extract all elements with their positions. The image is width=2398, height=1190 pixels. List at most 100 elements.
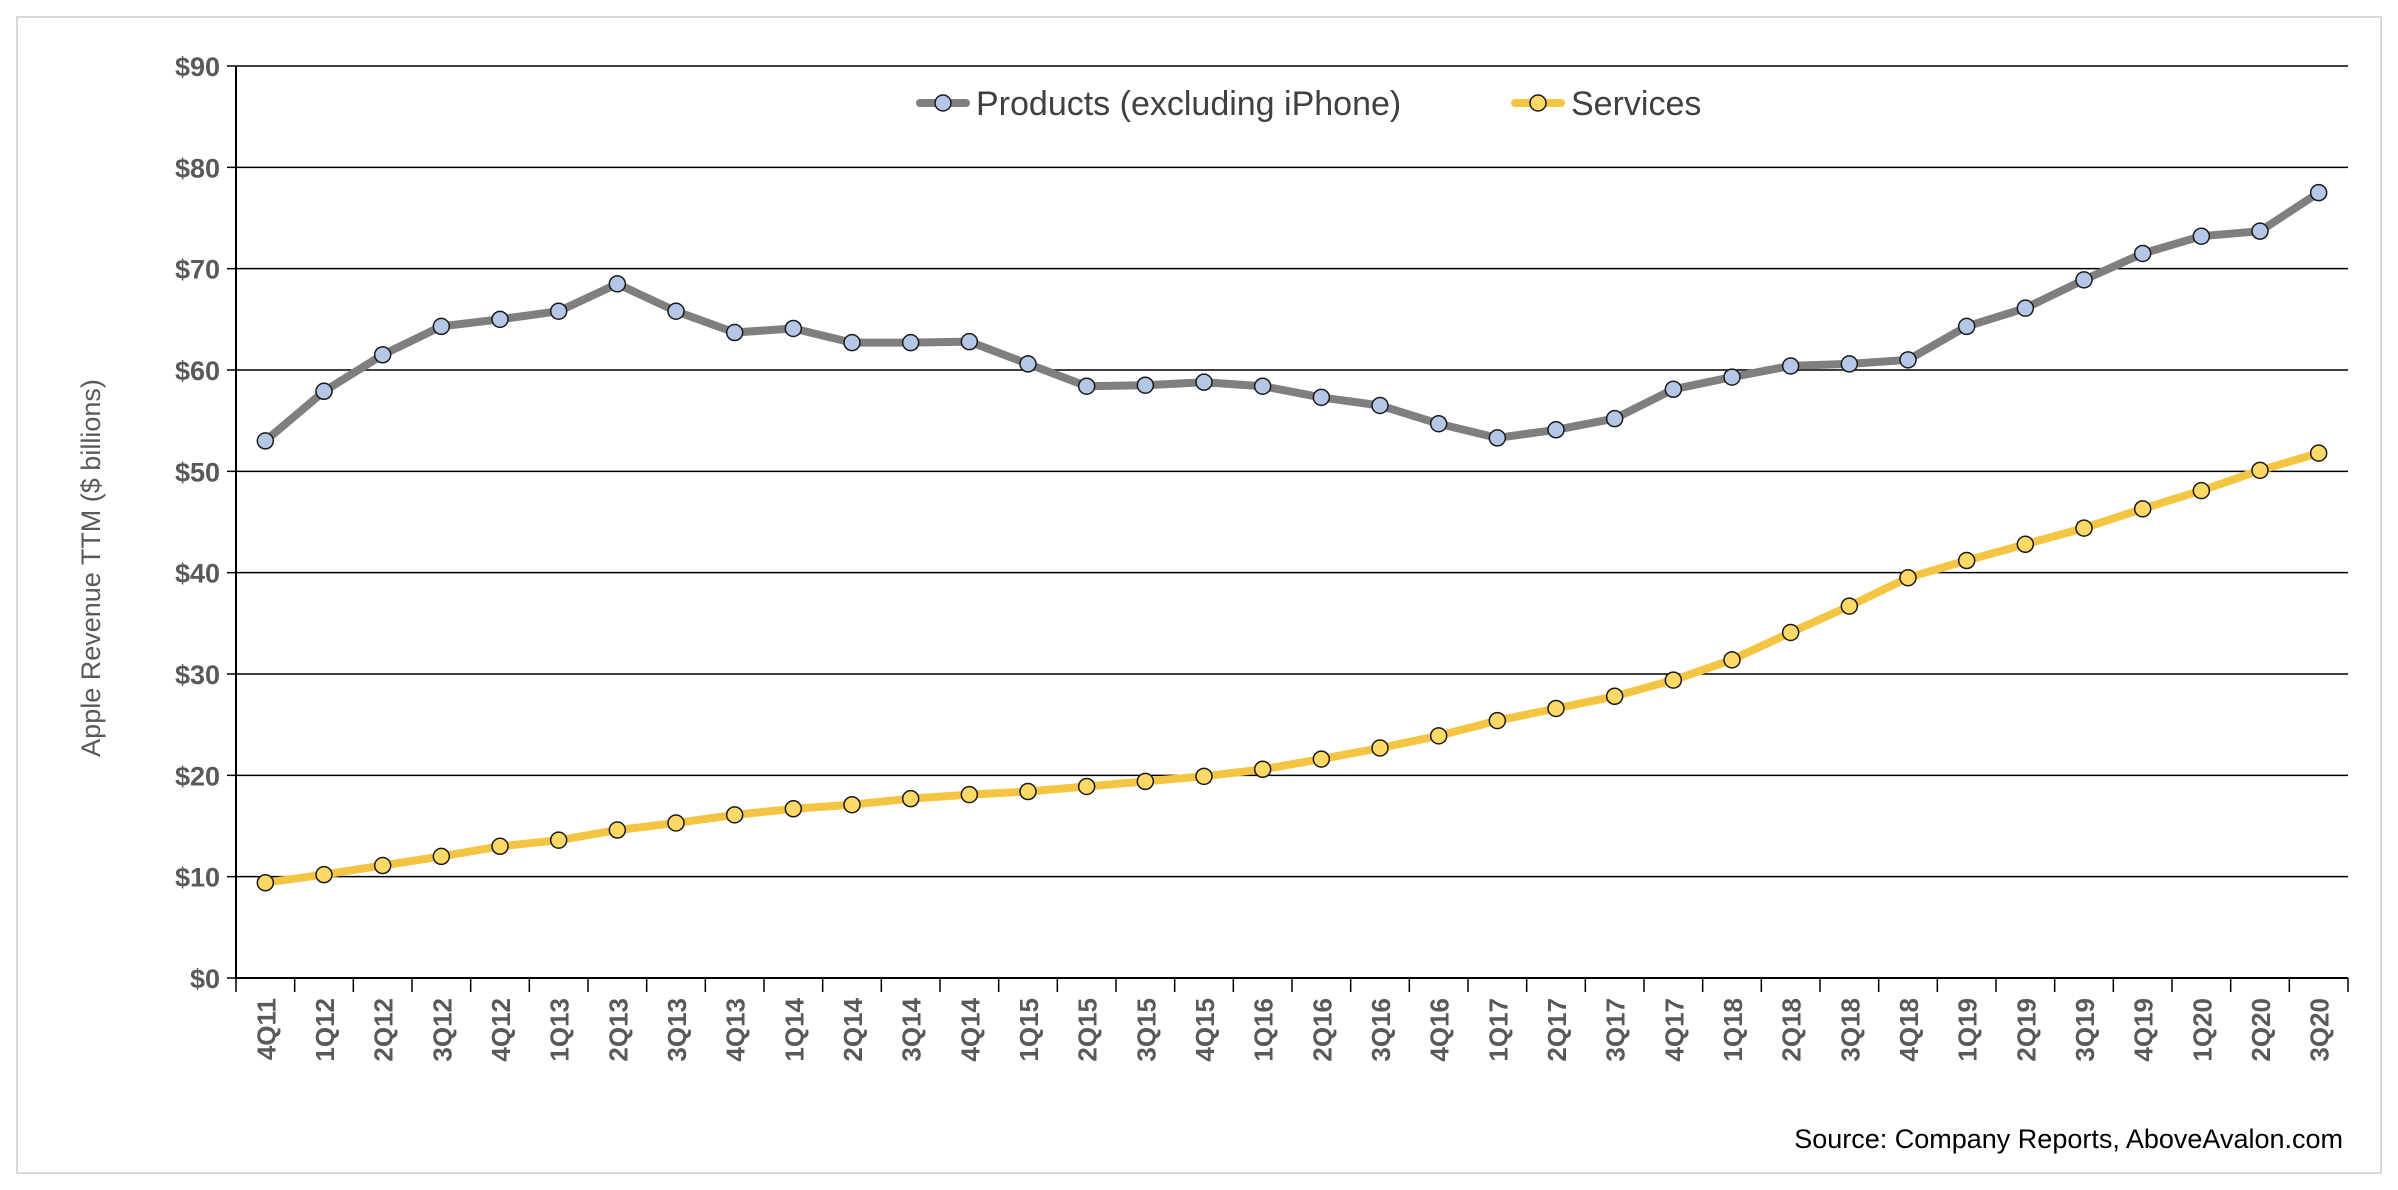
- data-point: [1019, 782, 1037, 801]
- data-point: [1195, 767, 1213, 786]
- data-point: [549, 302, 568, 320]
- data-point: [1605, 409, 1624, 428]
- data-point: [960, 785, 979, 804]
- data-point: [1781, 623, 1800, 642]
- data-point: [373, 856, 392, 875]
- x-tick-label: 4Q16: [1425, 998, 1455, 1062]
- data-point: [1723, 368, 1741, 386]
- y-tick-label: $30: [175, 660, 220, 690]
- data-point: [1723, 651, 1741, 669]
- data-point: [1019, 355, 1037, 373]
- data-point: [2133, 244, 2152, 263]
- y-tick-label: $40: [175, 559, 220, 589]
- data-point: [1899, 568, 1917, 587]
- data-point: [725, 323, 744, 342]
- x-tick-label: 1Q16: [1249, 998, 1279, 1062]
- data-point: [1664, 380, 1683, 399]
- x-tick-label: 2Q12: [369, 998, 399, 1062]
- data-point: [784, 319, 803, 338]
- data-point: [1312, 388, 1331, 407]
- y-tick-label: $60: [175, 356, 220, 386]
- legend-item-products: Products (excluding iPhone): [916, 85, 1401, 123]
- data-point: [1077, 377, 1096, 395]
- x-tick-label: 3Q15: [1131, 998, 1161, 1062]
- data-point: [2133, 500, 2152, 518]
- series-products: [256, 183, 2328, 450]
- x-tick-label: 2Q16: [1307, 998, 1337, 1062]
- data-point: [1253, 377, 1272, 395]
- legend-label: Products (excluding iPhone): [976, 85, 1401, 123]
- series-line: [261, 188, 2323, 445]
- data-point: [1371, 396, 1389, 415]
- data-point: [256, 432, 275, 450]
- series-services: [256, 444, 2328, 892]
- data-point: [491, 310, 509, 329]
- x-tick-label: 1Q19: [1953, 998, 1983, 1062]
- legend: Products (excluding iPhone) Services: [916, 85, 1701, 123]
- x-tick-label: 4Q18: [1894, 998, 1924, 1062]
- data-point: [2251, 222, 2269, 240]
- data-point: [843, 333, 861, 352]
- data-point: [1547, 421, 1565, 439]
- axes: [227, 65, 2349, 992]
- data-point: [901, 333, 920, 352]
- x-tick-label: 1Q12: [310, 998, 340, 1062]
- data-point: [256, 873, 275, 892]
- data-point: [1077, 777, 1096, 796]
- x-tick-label: 1Q18: [1718, 998, 1748, 1062]
- data-point: [2251, 461, 2269, 480]
- data-point: [1840, 597, 1859, 615]
- data-point: [1547, 699, 1565, 718]
- data-point: [960, 332, 979, 351]
- gridlines: [236, 65, 2348, 878]
- data-point: [1429, 727, 1448, 745]
- data-point: [1429, 414, 1448, 433]
- data-point: [2075, 519, 2093, 537]
- data-point: [2309, 444, 2328, 462]
- x-tick-labels: 4Q11 1Q12 2Q12 3Q12 4Q12 1Q13 2Q13 3Q13 4Q13 1Q14…: [251, 997, 2334, 1061]
- data-point: [1899, 351, 1917, 369]
- x-tick-label: 2Q17: [1542, 998, 1572, 1062]
- y-tick-labels: $0 $10 $20 $30 $40 $50 $60 $70 $80 $90: [175, 52, 220, 994]
- data-point: [432, 847, 451, 866]
- data-point: [1312, 750, 1331, 768]
- source-note: Source: Company Reports, AboveAvalon.com: [1794, 1124, 2343, 1154]
- data-point: [315, 382, 333, 401]
- data-point: [2075, 271, 2093, 289]
- data-point: [725, 806, 744, 824]
- data-point: [549, 831, 568, 849]
- data-point: [1840, 355, 1859, 373]
- x-tick-label: 1Q17: [1483, 998, 1513, 1062]
- x-tick-label: 4Q15: [1190, 998, 1220, 1062]
- data-point: [2016, 535, 2035, 554]
- y-tick-label: $10: [175, 863, 220, 893]
- data-point: [491, 837, 509, 856]
- y-tick-label: $70: [175, 255, 220, 285]
- x-tick-label: 4Q12: [486, 998, 516, 1062]
- data-point: [784, 800, 803, 818]
- data-point: [2192, 481, 2211, 500]
- data-point: [608, 275, 627, 293]
- data-point: [1781, 357, 1800, 375]
- x-tick-label: 1Q20: [2187, 998, 2217, 1062]
- data-point: [2309, 183, 2328, 202]
- x-tick-label: 1Q15: [1014, 998, 1044, 1062]
- data-point: [843, 795, 861, 814]
- data-point: [1371, 739, 1389, 757]
- x-tick-label: 3Q17: [1601, 998, 1631, 1062]
- data-point: [1136, 376, 1155, 394]
- x-tick-label: 2Q19: [2011, 998, 2041, 1062]
- x-tick-label: 2Q13: [603, 998, 633, 1062]
- data-point: [373, 346, 392, 364]
- data-point: [315, 865, 333, 884]
- chart-frame: [16, 16, 2382, 1174]
- data-point: [1195, 373, 1213, 391]
- data-point: [1253, 760, 1272, 779]
- x-tick-label: 2Q14: [838, 997, 868, 1061]
- x-tick-label: 2Q20: [2246, 998, 2276, 1062]
- x-tick-label: 1Q14: [779, 997, 809, 1061]
- x-tick-label: 3Q13: [662, 998, 692, 1062]
- x-tick-label: 4Q11: [251, 998, 281, 1060]
- x-tick-label: 2Q15: [1073, 998, 1103, 1062]
